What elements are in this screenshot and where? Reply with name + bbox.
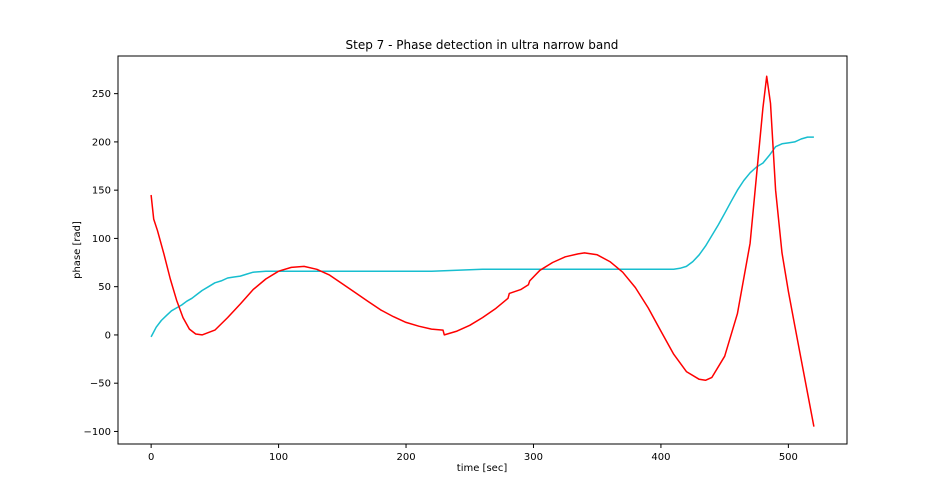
plot-frame [117,55,848,445]
x-tick-label: 400 [651,452,670,463]
plot-lines [150,75,815,427]
y-tick-label: 0 [105,330,111,341]
y-tick-label: −100 [84,427,111,438]
y-axis-label: phase [rad] [72,221,83,279]
x-tick-label: 500 [779,452,798,463]
y-tick-label: 250 [92,89,111,100]
y-tick-label: 100 [92,234,111,245]
y-tick-label: 200 [92,137,111,148]
x-axis-label: time [sec] [457,463,508,474]
y-tick-label: −50 [90,379,111,390]
x-tick-label: 200 [396,452,415,463]
series-line-1 [150,136,814,338]
x-tick-label: 0 [148,452,154,463]
x-tick-label: 100 [269,452,288,463]
series-line-2 [150,75,815,427]
y-axis: −100 −50 0 50 100 150 200 250 [84,89,118,438]
y-tick-label: 150 [92,186,111,197]
x-tick-label: 300 [524,452,543,463]
chart-title: Step 7 - Phase detection in ultra narrow… [346,38,619,52]
y-tick-label: 50 [98,282,111,293]
x-axis: 0 100 200 300 400 500 [148,444,798,463]
